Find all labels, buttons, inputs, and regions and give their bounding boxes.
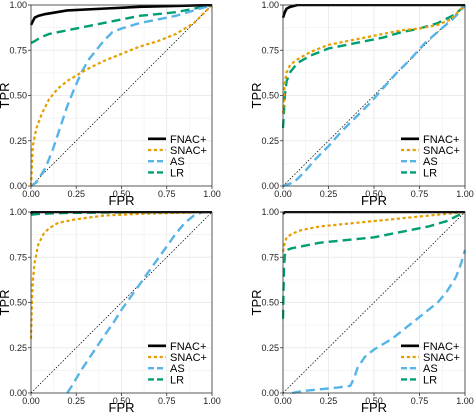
y-axis-title: TPR (249, 290, 264, 316)
chance-diagonal-line (30, 211, 213, 394)
chance-diagonal-line (282, 211, 466, 394)
series-line-snac-plus (30, 211, 213, 339)
y-axis-title: TPR (249, 83, 264, 109)
x-tick-label: 0.75 (411, 396, 429, 406)
y-tick-label: 1.00 (261, 207, 279, 217)
chance-diagonal-line (282, 4, 466, 187)
legend-label: SNAC+ (423, 352, 460, 364)
series-line-snac-plus (30, 4, 213, 187)
y-tick-label: 0.25 (9, 136, 27, 146)
legend-label: LR (423, 374, 437, 386)
y-tick-label: 0.00 (9, 388, 27, 398)
y-tick-label: 0.75 (9, 252, 27, 262)
legend-label: SNAC+ (423, 145, 460, 157)
x-axis-title: FPR (361, 193, 387, 208)
x-tick-label: 0.25 (67, 189, 85, 199)
x-tick-label: 0.50 (113, 189, 131, 199)
y-tick-label: 0.00 (261, 181, 279, 191)
roc-panel-top-right: 0.00 0.25 0.50 0.75 1.00 0.00 0.25 0.50 0.75 1.00… (249, 0, 474, 208)
x-axis-title: FPR (361, 400, 387, 414)
legend-label: AS (423, 363, 438, 375)
x-tick-label: 0.00 (274, 189, 292, 199)
y-tick-label: 0.00 (261, 388, 279, 398)
legend-label: FNAC+ (170, 341, 206, 353)
x-tick-label: 0.75 (158, 189, 176, 199)
legend-label: FNAC+ (423, 341, 459, 353)
y-tick-label: 0.75 (261, 252, 279, 262)
y-tick-label: 0.25 (261, 136, 279, 146)
series-line-as (282, 4, 466, 187)
chance-diagonal-line (30, 4, 213, 187)
y-tick-label: 1.00 (9, 207, 27, 217)
x-tick-label: 0.25 (67, 396, 85, 406)
x-tick-label: 0.00 (22, 396, 40, 406)
series-line-snac-plus (282, 4, 466, 114)
y-tick-label: 1.00 (9, 0, 27, 10)
x-tick-label: 1.00 (203, 189, 221, 199)
series-line-lr (282, 211, 466, 319)
x-tick-label: 0.00 (274, 396, 292, 406)
series-line-snac-plus (282, 211, 466, 253)
y-axis-title: TPR (0, 290, 12, 316)
x-tick-label: 0.75 (411, 189, 429, 199)
x-tick-label: 1.00 (456, 189, 474, 199)
legend-label: SNAC+ (170, 352, 207, 364)
y-tick-label: 0.25 (261, 343, 279, 353)
x-axis-title: FPR (109, 400, 135, 414)
y-axis-title: TPR (0, 83, 12, 109)
y-tick-label: 0.75 (261, 45, 279, 55)
series-line-lr (30, 4, 213, 45)
x-tick-label: 0.75 (158, 396, 176, 406)
y-tick-label: 0.50 (9, 91, 27, 101)
x-tick-label: 0.50 (113, 396, 131, 406)
legend-label: AS (423, 156, 438, 168)
x-tick-label: 1.00 (203, 396, 221, 406)
x-tick-label: 0.25 (320, 396, 338, 406)
roc-panel-top-left: 0.00 0.25 0.50 0.75 1.00 0.00 0.25 0.50 0.75 1.00… (0, 0, 221, 208)
y-tick-label: 0.50 (261, 298, 279, 308)
legend-label: LR (170, 374, 184, 386)
series-line-as (30, 4, 213, 187)
y-tick-label: 0.25 (9, 343, 27, 353)
legend-label: LR (170, 167, 184, 179)
series-line-as (291, 249, 466, 394)
y-tick-label: 0.75 (9, 45, 27, 55)
legend-label: AS (170, 363, 185, 375)
x-tick-label: 0.00 (22, 189, 40, 199)
roc-panel-bottom-right: 0.00 0.25 0.50 0.75 1.00 0.00 0.25 0.50 0.75 1.00… (249, 207, 474, 414)
series-line-as (66, 211, 212, 394)
x-tick-label: 1.00 (456, 396, 474, 406)
legend-label: AS (170, 156, 185, 168)
x-axis-title: FPR (109, 193, 135, 208)
x-tick-label: 0.50 (365, 396, 383, 406)
legend-label: FNAC+ (170, 134, 206, 146)
y-tick-label: 0.50 (261, 91, 279, 101)
x-tick-label: 0.25 (320, 189, 338, 199)
x-tick-label: 0.50 (365, 189, 383, 199)
series-line-fnac-plus (30, 4, 213, 26)
legend-label: SNAC+ (170, 145, 207, 157)
legend-label: FNAC+ (423, 134, 459, 146)
series-line-lr (282, 4, 466, 129)
legend-label: LR (423, 167, 437, 179)
y-tick-label: 0.50 (9, 298, 27, 308)
y-tick-label: 1.00 (261, 0, 279, 10)
y-tick-label: 0.00 (9, 181, 27, 191)
roc-panel-bottom-left: 0.00 0.25 0.50 0.75 1.00 0.00 0.25 0.50 0.75 1.00… (0, 207, 221, 414)
